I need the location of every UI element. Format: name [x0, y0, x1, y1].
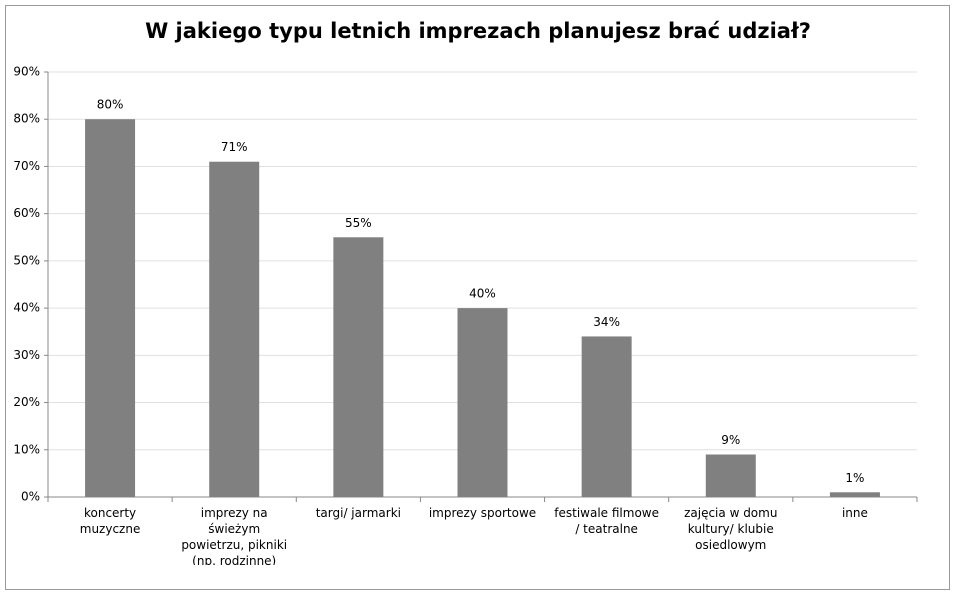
data-label: 9%: [721, 433, 740, 447]
x-tick-label-box: zajęcia w domu kultury/ klubie osiedlowy…: [684, 506, 778, 552]
y-tick-label: 40%: [13, 301, 40, 315]
data-label: 55%: [345, 216, 372, 230]
bar: [85, 119, 136, 497]
x-tick-label-box: koncerty muzyczne: [79, 506, 141, 536]
y-tick-label: 60%: [13, 206, 40, 220]
y-tick-label: 0%: [21, 490, 40, 504]
y-tick-label: 70%: [13, 159, 40, 173]
x-tick-label: festiwale filmowe / teatralne: [554, 506, 659, 536]
x-tick-label-box: festiwale filmowe / teatralne: [554, 506, 659, 536]
data-label: 1%: [845, 471, 864, 485]
x-tick-label-box: inne: [841, 506, 868, 520]
x-tick-label-box: imprezy na świeżym powietrzu, pikniki (n…: [181, 506, 288, 565]
y-tick-label: 20%: [13, 395, 40, 409]
x-tick-label: imprezy sportowe: [428, 506, 537, 520]
bar: [581, 336, 632, 497]
x-tick-label: imprezy na świeżym powietrzu, pikniki (n…: [181, 506, 288, 565]
y-tick-label: 30%: [13, 348, 40, 362]
bar: [829, 492, 880, 497]
data-label: 40%: [469, 287, 496, 301]
bar: [705, 454, 756, 497]
bar: [209, 161, 260, 497]
bar: [457, 308, 508, 497]
y-tick-label: 80%: [13, 112, 40, 126]
y-tick-label: 50%: [13, 253, 40, 267]
x-tick-label: targi/ jarmarki: [315, 506, 401, 520]
data-label: 71%: [221, 140, 248, 154]
y-tick-label: 90%: [13, 65, 40, 79]
data-label: 34%: [593, 315, 620, 329]
x-tick-label-box: targi/ jarmarki: [315, 506, 401, 520]
chart-title: W jakiego typu letnich imprezach planuje…: [145, 19, 811, 43]
x-tick-label: zajęcia w domu kultury/ klubie osiedlowy…: [684, 506, 778, 552]
x-tick-label: inne: [841, 506, 868, 520]
data-label: 80%: [97, 98, 124, 112]
y-tick-label: 10%: [13, 442, 40, 456]
bar: [333, 237, 384, 497]
x-tick-label-box: imprezy sportowe: [428, 506, 537, 520]
x-tick-label: koncerty muzyczne: [79, 506, 141, 536]
